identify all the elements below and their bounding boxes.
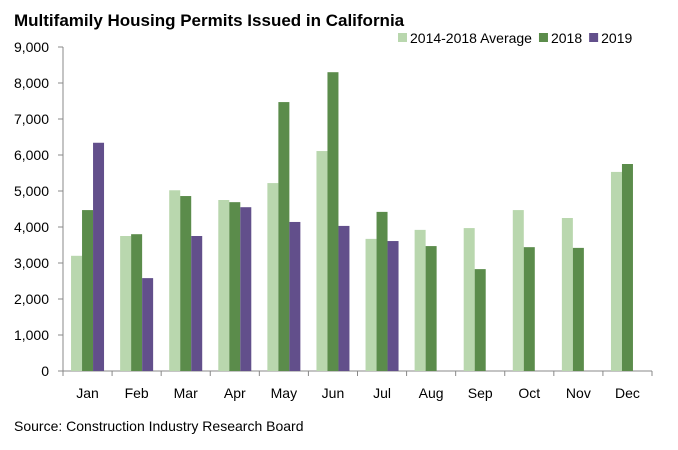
y-tick-label: 9,000 xyxy=(14,39,49,55)
x-tick-label: Dec xyxy=(615,385,640,401)
bar-2014-2018-average-dec xyxy=(610,171,622,371)
bar-2019-feb xyxy=(142,278,154,371)
bar-2014-2018-average-jan xyxy=(71,255,83,371)
bars xyxy=(71,72,633,371)
bar-2018-dec xyxy=(621,164,633,371)
bar-2019-may xyxy=(289,221,301,371)
x-axis: Jan Feb Mar Apr May Jun Jul Aug Sep Oct Nov Dec xyxy=(58,370,653,401)
legend-label: 2019 xyxy=(601,30,632,46)
bar-2019-mar xyxy=(191,236,203,371)
y-tick-label: 3,000 xyxy=(14,255,49,271)
bar-2014-2018-average-apr xyxy=(218,200,230,371)
y-tick-label: 7,000 xyxy=(14,111,49,127)
bar-2018-jan xyxy=(82,210,94,371)
legend-label: 2018 xyxy=(551,30,582,46)
bar-2018-oct xyxy=(523,247,535,371)
bar-2014-2018-average-feb xyxy=(120,236,132,371)
bar-2014-2018-average-may xyxy=(267,183,279,371)
bar-2014-2018-average-sep xyxy=(463,228,475,371)
y-axis: 0 1,000 2,000 3,000 4,000 5,000 6,000 7,000 8,00… xyxy=(14,39,64,379)
x-tick-label: Mar xyxy=(174,385,198,401)
source-note: Source: Construction Industry Research B… xyxy=(14,418,303,434)
bar-2019-jul xyxy=(387,241,399,371)
y-tick-label: 0 xyxy=(41,363,49,379)
bar-2018-feb xyxy=(131,234,143,371)
chart-title: Multifamily Housing Permits Issued in Ca… xyxy=(14,11,405,30)
bar-2014-2018-average-mar xyxy=(169,190,181,371)
legend-swatch xyxy=(538,33,548,42)
bar-2018-mar xyxy=(180,196,192,371)
bar-2018-nov xyxy=(572,247,584,371)
x-tick-label: Jul xyxy=(373,385,391,401)
x-tick-label: Apr xyxy=(224,385,246,401)
y-tick-label: 4,000 xyxy=(14,219,49,235)
bar-2014-2018-average-jul xyxy=(365,238,377,371)
x-tick-label: Sep xyxy=(468,385,493,401)
y-tick-label: 5,000 xyxy=(14,183,49,199)
legend-swatch xyxy=(398,33,407,42)
y-tick-label: 2,000 xyxy=(14,291,49,307)
x-tick-label: May xyxy=(271,385,297,401)
x-tick-label: Nov xyxy=(566,385,591,401)
bar-2014-2018-average-aug xyxy=(414,229,426,371)
bar-2014-2018-average-jun xyxy=(316,151,328,371)
bar-2018-jul xyxy=(376,211,388,371)
y-tick-label: 8,000 xyxy=(14,75,49,91)
legend-label: 2014-2018 Average xyxy=(410,30,532,46)
x-tick-label: Oct xyxy=(518,385,540,401)
bar-2018-apr xyxy=(229,202,241,371)
bar-2018-sep xyxy=(474,269,486,371)
x-tick-label: Feb xyxy=(125,385,149,401)
bar-2018-aug xyxy=(425,246,437,371)
legend-swatch xyxy=(589,33,599,42)
bar-2019-apr xyxy=(240,207,252,371)
bar-2019-jan xyxy=(93,142,105,371)
y-tick-label: 6,000 xyxy=(14,147,49,163)
bar-2018-jun xyxy=(327,72,339,371)
bar-2018-may xyxy=(278,102,290,371)
bar-2019-jun xyxy=(338,225,350,371)
x-tick-label: Jan xyxy=(76,385,99,401)
x-tick-label: Aug xyxy=(419,385,444,401)
legend: 2014-2018 Average 2018 2019 xyxy=(398,30,632,46)
x-tick-label: Jun xyxy=(322,385,345,401)
bar-2014-2018-average-oct xyxy=(512,210,524,371)
y-tick-label: 1,000 xyxy=(14,327,49,343)
bar-2014-2018-average-nov xyxy=(561,218,573,371)
